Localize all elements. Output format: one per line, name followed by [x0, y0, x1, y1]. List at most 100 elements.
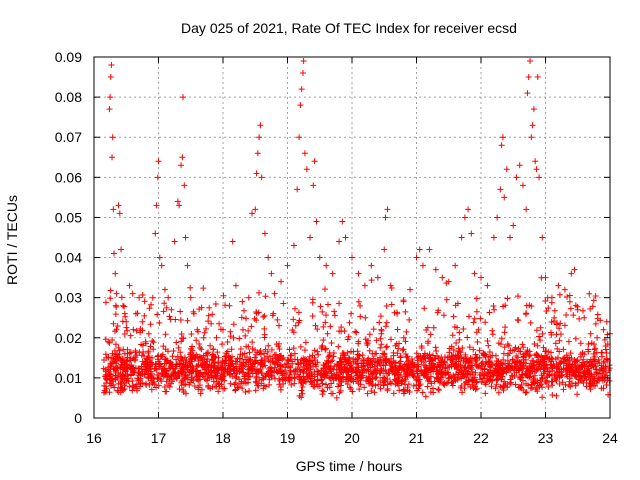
- data-point: [367, 357, 374, 364]
- data-point: [454, 352, 461, 359]
- data-point: [104, 377, 111, 384]
- data-point: [139, 368, 146, 375]
- data-point: [467, 383, 474, 390]
- x-tick-label: 20: [344, 430, 360, 446]
- data-point: [129, 378, 136, 385]
- data-point: [539, 330, 546, 337]
- data-point: [598, 349, 605, 356]
- data-point: [580, 379, 587, 386]
- data-point: [561, 322, 568, 329]
- data-point: [226, 365, 233, 372]
- data-point: [492, 385, 499, 392]
- data-point: [567, 305, 574, 312]
- data-point: [118, 361, 125, 368]
- data-point: [318, 377, 325, 384]
- data-point: [501, 329, 508, 336]
- data-point: [572, 302, 579, 309]
- data-point: [433, 347, 440, 354]
- data-point: [303, 166, 310, 173]
- data-point: [519, 341, 526, 348]
- data-point: [113, 303, 120, 310]
- data-point: [572, 380, 579, 387]
- data-point: [260, 363, 267, 370]
- data-point: [187, 294, 194, 301]
- data-point: [368, 388, 375, 395]
- data-point: [173, 339, 180, 346]
- data-point: [229, 360, 236, 367]
- data-point: [529, 122, 536, 129]
- data-point: [222, 366, 229, 373]
- data-point: [177, 360, 184, 367]
- data-point: [108, 354, 115, 361]
- data-point: [484, 368, 491, 375]
- data-point: [511, 365, 518, 372]
- data-point: [203, 369, 210, 376]
- data-point: [586, 290, 593, 297]
- data-point: [370, 355, 377, 362]
- data-point: [590, 350, 597, 357]
- data-point: [553, 392, 560, 399]
- data-point: [404, 387, 411, 394]
- data-point: [169, 365, 176, 372]
- x-tick-label: 17: [151, 430, 167, 446]
- data-point: [353, 364, 360, 371]
- data-point: [249, 363, 256, 370]
- data-point: [187, 284, 194, 291]
- data-point: [121, 350, 128, 357]
- data-point: [394, 326, 401, 333]
- data-point: [449, 379, 456, 386]
- data-point: [462, 359, 469, 366]
- data-point: [591, 353, 598, 360]
- data-point: [187, 351, 194, 358]
- grid: [94, 57, 610, 418]
- data-point: [147, 343, 154, 350]
- data-point: [263, 371, 270, 378]
- data-point: [141, 312, 148, 319]
- data-point: [380, 382, 387, 389]
- data-point: [450, 313, 457, 320]
- data-point: [276, 322, 283, 329]
- data-point: [585, 346, 592, 353]
- data-point: [290, 329, 297, 336]
- data-point: [245, 327, 252, 334]
- data-point: [173, 356, 180, 363]
- data-point: [461, 214, 468, 221]
- data-point: [336, 368, 343, 375]
- data-point: [489, 327, 496, 334]
- y-tick-label: 0: [74, 410, 82, 426]
- data-point: [322, 364, 329, 371]
- data-point: [599, 370, 606, 377]
- data-point: [319, 342, 326, 349]
- data-point: [166, 313, 173, 320]
- data-point: [158, 378, 165, 385]
- data-point: [249, 210, 256, 217]
- data-point: [282, 375, 289, 382]
- data-point: [356, 353, 363, 360]
- data-point: [571, 266, 578, 273]
- data-point: [426, 358, 433, 365]
- data-point: [120, 346, 127, 353]
- x-tick-label: 22: [473, 430, 489, 446]
- data-point: [264, 348, 271, 355]
- data-point: [527, 370, 534, 377]
- data-point: [534, 388, 541, 395]
- data-point: [344, 380, 351, 387]
- data-point: [513, 353, 520, 360]
- data-point: [331, 308, 338, 315]
- data-point: [592, 345, 599, 352]
- data-point: [121, 310, 128, 317]
- data-point: [562, 381, 569, 388]
- data-point: [592, 320, 599, 327]
- data-point: [149, 294, 156, 301]
- data-point: [513, 174, 520, 181]
- data-point: [524, 347, 531, 354]
- data-point: [135, 372, 142, 379]
- data-point: [358, 373, 365, 380]
- data-point: [384, 385, 391, 392]
- data-point: [434, 309, 441, 316]
- data-point: [476, 347, 483, 354]
- data-point: [283, 360, 290, 367]
- data-point: [268, 346, 275, 353]
- data-point: [141, 353, 148, 360]
- data-point: [217, 374, 224, 381]
